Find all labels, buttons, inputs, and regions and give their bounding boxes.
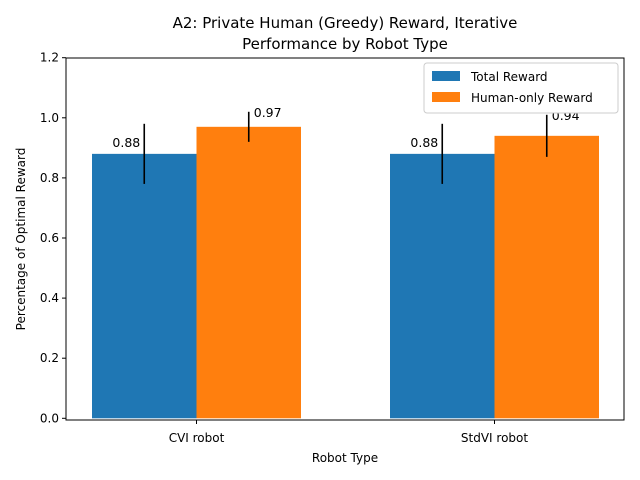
legend: Total Reward Human-only Reward xyxy=(423,62,619,114)
chart-title-line-2: Performance by Robot Type xyxy=(242,35,448,53)
data-label-total-reward-cvi-robot: 0.88 xyxy=(112,135,140,150)
plot-area: 0.88 0.880.97 0.940.00.20.40.60.81.01.2CVI… xyxy=(40,51,599,445)
y-tick-label: 1.0 xyxy=(40,111,59,125)
y-tick-label: 1.2 xyxy=(40,51,59,65)
x-tick-label: CVI robot xyxy=(169,431,225,445)
chart-title-line-1: A2: Private Human (Greedy) Reward, Itera… xyxy=(173,14,518,32)
y-tick-label: 0.8 xyxy=(40,171,59,185)
data-label-human-only-reward-cvi-robot: 0.97 xyxy=(254,105,282,120)
y-axis-label: Percentage of Optimal Reward xyxy=(14,148,28,331)
data-label-total-reward-stdvi-robot: 0.88 xyxy=(410,135,438,150)
legend-label-human-only-reward: Human-only Reward xyxy=(471,91,593,105)
bar-total-reward-cvi-robot xyxy=(92,153,197,419)
y-tick-label: 0.6 xyxy=(40,231,59,245)
legend-box xyxy=(423,62,619,114)
x-axis-label: Robot Type xyxy=(312,451,378,465)
legend-label-total-reward: Total Reward xyxy=(470,70,548,84)
bar-human-only-reward-stdvi-robot xyxy=(494,135,599,419)
bar-total-reward-stdvi-robot xyxy=(390,153,495,419)
legend-swatch-human-only-reward xyxy=(432,92,460,102)
legend-swatch-total-reward xyxy=(432,71,460,81)
bar-human-only-reward-cvi-robot xyxy=(196,126,301,419)
y-tick-label: 0.4 xyxy=(40,291,59,305)
plot-frame xyxy=(65,57,625,421)
x-tick-label: StdVI robot xyxy=(461,431,528,445)
y-tick-label: 0.2 xyxy=(40,351,59,365)
y-tick-label: 0.0 xyxy=(40,411,59,425)
